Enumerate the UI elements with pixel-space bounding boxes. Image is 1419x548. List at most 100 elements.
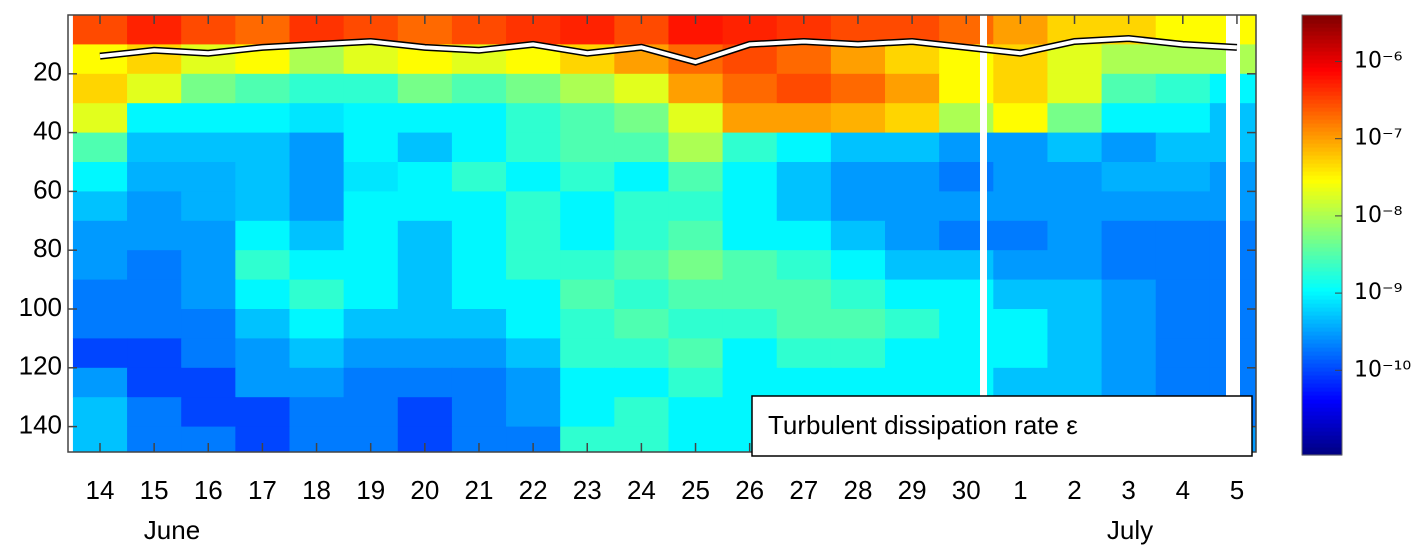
heatmap-cell [885,132,940,163]
x-tick-label: 21 [465,475,494,505]
colorbar-swatch [1302,263,1342,268]
heatmap-cell [235,338,290,369]
colorbar-swatch [1302,439,1342,444]
y-tick-label: 80 [33,233,62,263]
heatmap-cell [993,103,1048,134]
heatmap-cell [993,132,1048,163]
colorbar-swatch [1302,159,1342,164]
colorbar-swatch [1302,187,1342,192]
heatmap-cell [181,220,236,251]
heatmap-cell [181,309,236,339]
heatmap-cell [993,367,1048,398]
heatmap-cell [289,132,345,163]
x-tick-label: 28 [843,475,872,505]
colorbar-swatch [1302,171,1342,176]
colorbar-swatch [1302,111,1342,116]
colorbar-swatch [1302,147,1342,152]
heatmap-cell [127,279,182,310]
heatmap-cell [289,338,345,369]
heatmap-cell [451,132,507,163]
colorbar-swatch [1302,95,1342,100]
heatmap-cell [1047,73,1103,104]
heatmap-cell [397,309,453,339]
heatmap-cell [776,162,832,192]
heatmap-cell [506,309,561,339]
heatmap-cell [722,73,778,104]
heatmap-cell [343,250,399,281]
heatmap-cell [235,73,290,104]
heatmap-cell [127,191,182,222]
heatmap-cell [1101,162,1157,192]
heatmap-cell [451,397,507,428]
data-gap [980,15,987,452]
colorbar-swatch [1302,343,1342,348]
heatmap-cell [614,279,669,310]
heatmap-cell [343,132,399,163]
heatmap-cell [993,309,1048,339]
colorbar-swatch [1302,143,1342,148]
heatmap-cell [289,103,345,134]
colorbar-swatch [1302,115,1342,120]
colorbar-swatch [1302,59,1342,64]
heatmap-cell [885,338,940,369]
data-gap [1226,15,1240,452]
heatmap-cell [776,367,832,398]
heatmap-cell [235,132,290,163]
colorbar-swatch [1302,207,1342,212]
heatmap-cell [1155,338,1211,369]
x-tick-label: 25 [681,475,710,505]
colorbar-swatch [1302,391,1342,396]
colorbar-swatch [1302,175,1342,180]
heatmap-cell [181,191,236,222]
colorbar-swatch [1302,299,1342,304]
heatmap-cell [1047,44,1103,75]
colorbar-swatch [1302,359,1342,364]
heatmap-cell [885,279,940,310]
heatmap-cell [830,103,886,134]
heatmap-cell [885,103,940,134]
heatmap-cell [343,44,399,75]
colorbar-swatch [1302,219,1342,224]
heatmap-cell [506,191,561,222]
heatmap-cell [289,44,345,75]
heatmap-cell [181,397,236,428]
heatmap-cell [127,309,182,339]
heatmap-cell [127,338,182,369]
heatmap-cell [343,279,399,310]
heatmap-cell [343,367,399,398]
heatmap-cell [397,367,453,398]
heatmap-cell [722,309,778,339]
heatmap-cell [289,309,345,339]
colorbar-swatch [1302,415,1342,420]
heatmap-cell [72,338,128,369]
heatmap-cell [885,309,940,339]
colorbar-swatch [1302,123,1342,128]
colorbar-swatch [1302,87,1342,92]
heatmap [72,15,1256,452]
colorbar-tick-label: 10⁻⁹ [1354,280,1402,305]
heatmap-cell [560,132,615,163]
x-tick-label: 3 [1121,475,1135,505]
heatmap-cell [614,397,669,428]
heatmap-cell [1047,220,1103,251]
colorbar-swatch [1302,239,1342,244]
heatmap-cell [181,338,236,369]
heatmap-cell [451,309,507,339]
heatmap-cell [614,191,669,222]
heatmap-cell [722,220,778,251]
x-tick-label: 16 [194,475,223,505]
heatmap-cell [776,279,832,310]
heatmap-cell [560,220,615,251]
heatmap-cell [614,367,669,398]
heatmap-cell [560,367,615,398]
heatmap-cell [1155,103,1211,134]
heatmap-cell [993,162,1048,192]
heatmap-cell [668,338,724,369]
heatmap-cell [343,220,399,251]
colorbar-swatch [1302,279,1342,284]
heatmap-cell [885,73,940,104]
colorbar-swatch [1302,67,1342,72]
heatmap-cell [451,250,507,281]
heatmap-cell [1047,367,1103,398]
heatmap-cell [451,220,507,251]
